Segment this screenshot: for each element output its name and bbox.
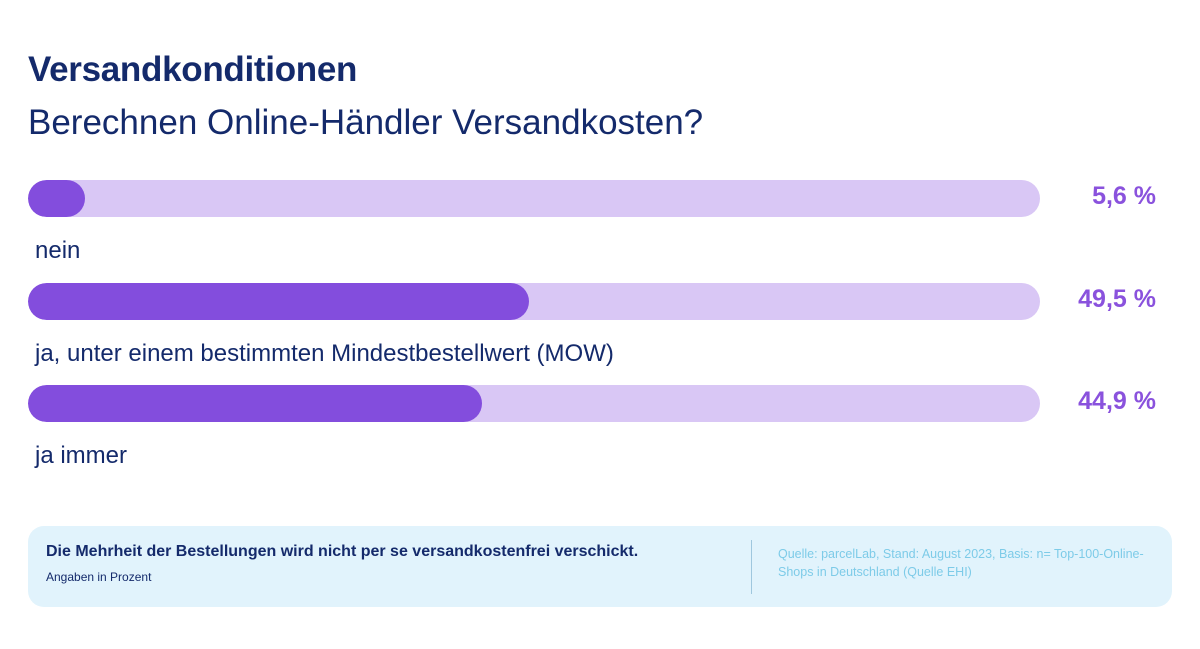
bar-value-label: 44,9 % (1078, 387, 1156, 415)
source-note: Quelle: parcelLab, Stand: August 2023, B… (778, 547, 1144, 579)
bar-value-label: 5,6 % (1092, 182, 1156, 210)
unit-note: Angaben in Prozent (46, 570, 152, 584)
bar-track (28, 283, 1040, 320)
bar-category-label: ja, unter einem bestimmten Mindestbestel… (35, 340, 614, 367)
bar-track (28, 180, 1040, 217)
bar-category-label: nein (35, 237, 81, 264)
bar-track (28, 385, 1040, 422)
info-box: Die Mehrheit der Bestellungen wird nicht… (28, 526, 1172, 607)
bar-fill (28, 283, 529, 320)
bar-fill (28, 180, 85, 217)
divider (751, 540, 752, 594)
chart-title: Versandkonditionen (28, 50, 358, 89)
key-finding-text: Die Mehrheit der Bestellungen wird nicht… (46, 543, 639, 560)
bar-category-label: ja immer (35, 442, 128, 469)
bar-value-label: 49,5 % (1078, 285, 1156, 313)
chart-subtitle: Berechnen Online-Händler Versandkosten? (28, 103, 704, 142)
bar-fill (28, 385, 483, 422)
